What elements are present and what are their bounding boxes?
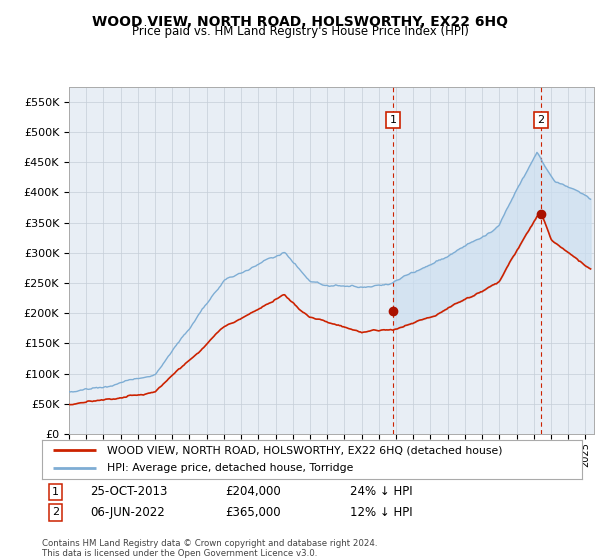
Text: 12% ↓ HPI: 12% ↓ HPI — [350, 506, 412, 519]
Text: 2: 2 — [52, 507, 59, 517]
Text: 25-OCT-2013: 25-OCT-2013 — [91, 485, 168, 498]
Text: £365,000: £365,000 — [226, 506, 281, 519]
Text: 06-JUN-2022: 06-JUN-2022 — [91, 506, 166, 519]
Text: 24% ↓ HPI: 24% ↓ HPI — [350, 485, 412, 498]
Text: WOOD VIEW, NORTH ROAD, HOLSWORTHY, EX22 6HQ (detached house): WOOD VIEW, NORTH ROAD, HOLSWORTHY, EX22 … — [107, 445, 502, 455]
Text: £204,000: £204,000 — [226, 485, 281, 498]
Text: 1: 1 — [52, 487, 59, 497]
Text: HPI: Average price, detached house, Torridge: HPI: Average price, detached house, Torr… — [107, 463, 353, 473]
Text: 2: 2 — [538, 115, 545, 125]
Text: WOOD VIEW, NORTH ROAD, HOLSWORTHY, EX22 6HQ: WOOD VIEW, NORTH ROAD, HOLSWORTHY, EX22 … — [92, 15, 508, 29]
Text: Contains HM Land Registry data © Crown copyright and database right 2024.
This d: Contains HM Land Registry data © Crown c… — [42, 539, 377, 558]
Text: Price paid vs. HM Land Registry's House Price Index (HPI): Price paid vs. HM Land Registry's House … — [131, 25, 469, 38]
Text: 1: 1 — [389, 115, 397, 125]
